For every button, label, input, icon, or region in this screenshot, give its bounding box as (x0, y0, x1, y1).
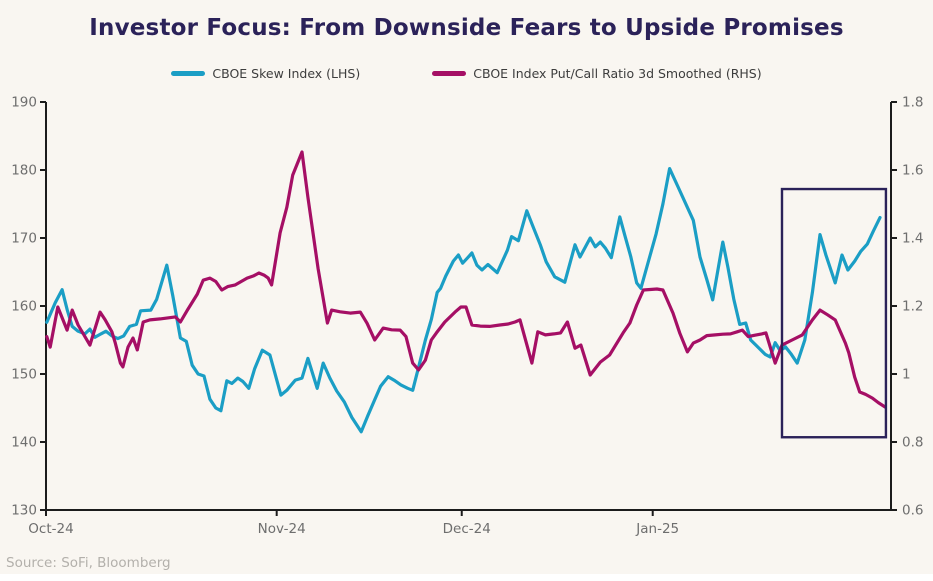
highlight-box (780, 187, 888, 439)
x-axis-tick-label: Oct-24 (28, 521, 73, 537)
legend-item-skew: CBOE Skew Index (LHS) (171, 66, 360, 81)
putcall-line-swatch-icon (432, 71, 467, 76)
y-axis-right-tick-label: 1.6 (902, 163, 923, 179)
legend-label-putcall: CBOE Index Put/Call Ratio 3d Smoothed (R… (473, 66, 762, 81)
source-note: Source: SoFi, Bloomberg (6, 555, 171, 571)
x-axis-tick-label: Dec-24 (443, 521, 491, 537)
y-axis-left-tick-label: 130 (11, 503, 37, 519)
y-axis-left-tick-label: 150 (11, 367, 37, 383)
y-axis-left-tick-label: 170 (11, 231, 37, 247)
y-axis-right-tick-label: 1.2 (902, 299, 923, 315)
y-axis-left-tick-label: 190 (11, 95, 37, 111)
y-axis-right-tick-label: 0.6 (902, 503, 923, 519)
y-axis-right-tick-label: 1.4 (902, 231, 923, 247)
legend: CBOE Skew Index (LHS) CBOE Index Put/Cal… (0, 66, 933, 81)
y-axis-left-tick-label: 140 (11, 435, 37, 451)
y-axis-right-tick-label: 1.8 (902, 95, 923, 111)
x-axis-tick-label: Jan-25 (635, 521, 679, 537)
y-axis-left-tick-label: 180 (11, 163, 37, 179)
y-axis-right-tick-label: 0.8 (902, 435, 923, 451)
y-axis-right-tick-label: 1 (902, 367, 911, 383)
skew-index-line (45, 167, 882, 434)
legend-item-putcall: CBOE Index Put/Call Ratio 3d Smoothed (R… (432, 66, 762, 81)
put-call-ratio-line (45, 150, 887, 409)
x-axis-tick-label: Nov-24 (258, 521, 306, 537)
skew-line-swatch-icon (171, 71, 206, 76)
chart-title: Investor Focus: From Downside Fears to U… (89, 15, 844, 41)
bottom-strip (0, 574, 933, 581)
y-axis-left-tick-label: 160 (11, 299, 37, 315)
legend-label-skew: CBOE Skew Index (LHS) (212, 66, 361, 81)
